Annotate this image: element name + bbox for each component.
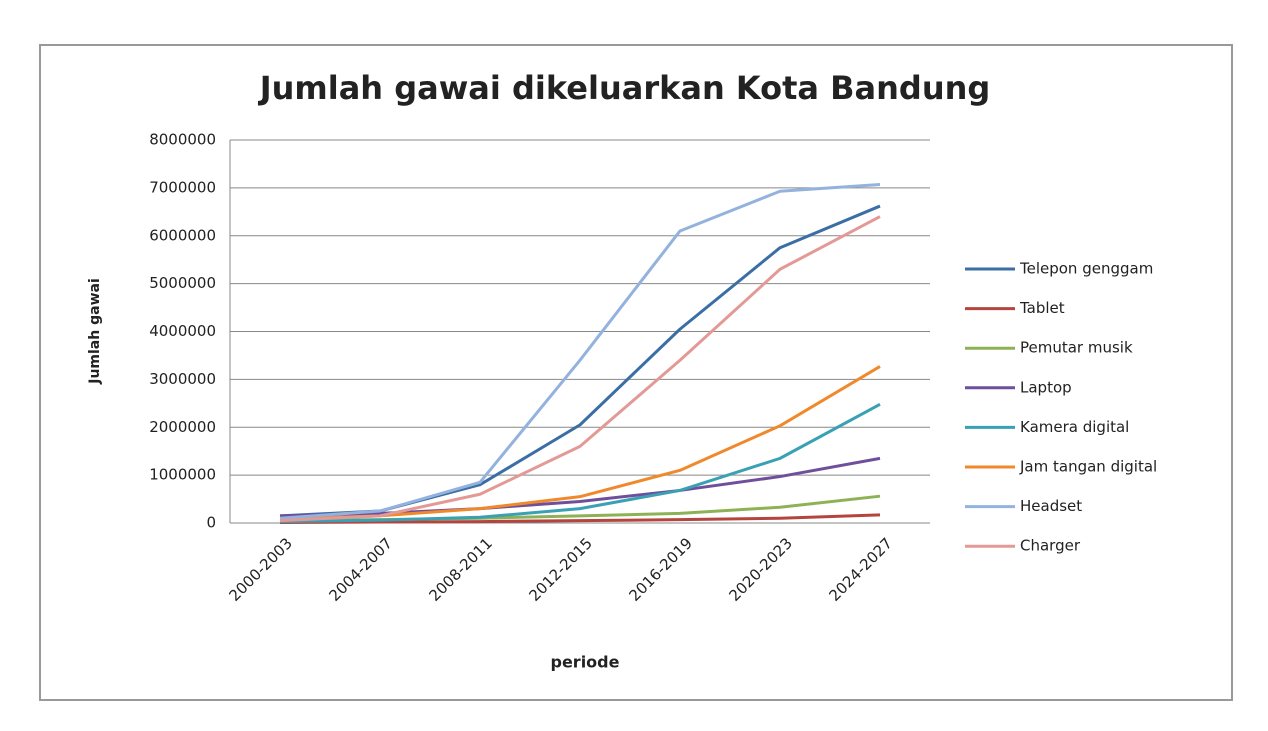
series-line bbox=[279, 215, 881, 523]
legend-label: Tablet bbox=[1019, 299, 1065, 317]
legend-label: Jam tangan digital bbox=[1019, 458, 1157, 476]
legend-label: Kamera digital bbox=[1020, 418, 1129, 436]
legend-label: Pemutar musik bbox=[1020, 339, 1133, 357]
y-tick-label: 8000000 bbox=[149, 131, 216, 149]
chart-title: Jumlah gawai dikeluarkan Kota Bandung bbox=[258, 69, 991, 107]
y-axis-label: Jumlah gawai bbox=[87, 278, 103, 385]
legend-label: Headset bbox=[1020, 497, 1082, 515]
y-tick-label: 6000000 bbox=[149, 226, 216, 244]
series-line bbox=[279, 402, 881, 524]
series-line bbox=[279, 183, 881, 520]
y-tick-label: 7000000 bbox=[149, 178, 216, 196]
legend-label: Charger bbox=[1020, 537, 1081, 555]
y-tick-label: 0 bbox=[206, 514, 216, 532]
y-tick-label: 5000000 bbox=[149, 274, 216, 292]
series-line bbox=[279, 456, 881, 518]
y-tick-label: 2000000 bbox=[149, 418, 216, 436]
y-tick-label: 1000000 bbox=[149, 466, 216, 484]
legend-label: Laptop bbox=[1020, 378, 1072, 396]
x-axis-label: periode bbox=[551, 653, 620, 672]
legend-label: Telepon genggam bbox=[1019, 260, 1153, 278]
series-line bbox=[279, 513, 881, 525]
y-tick-label: 4000000 bbox=[149, 322, 216, 340]
y-tick-label: 3000000 bbox=[149, 370, 216, 388]
